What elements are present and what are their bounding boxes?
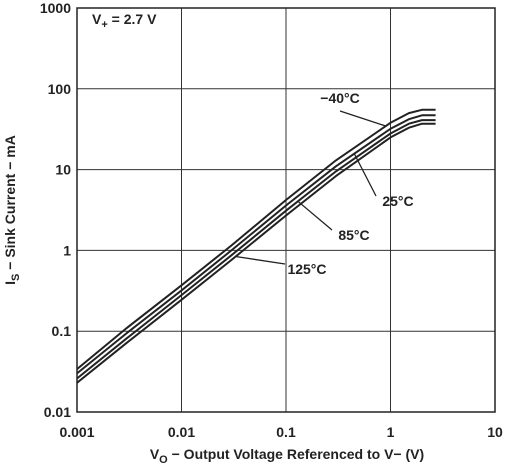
series-label-leaders [235,110,386,265]
y-tick-label: 0.1 [52,323,72,339]
series-labels: −40°C 25°C 85°C 125°C [287,90,413,277]
y-tick-label: 1 [63,242,71,258]
series-group [76,108,436,384]
y-tick-label: 10 [55,162,71,178]
series-label-1: 25°C [382,193,413,209]
y-tick-label: 0.01 [44,404,71,420]
series-line-0 [76,108,436,370]
x-tick-labels: 0.001 0.01 0.1 1 10 [59,424,503,440]
y-axis-label: IS − Sink Current − mA [2,135,22,285]
series-line-1 [76,114,436,375]
series-label-0: −40°C [320,90,359,106]
y-tick-labels: 0.01 0.1 1 10 100 1000 [40,0,71,420]
series-line-2 [76,119,436,380]
x-axis-label: VO − Output Voltage Referenced to V− (V) [150,446,424,466]
plot-frame [76,7,496,413]
series-line-3 [76,122,436,384]
y-tick-label: 1000 [40,0,71,16]
x-tick-label: 10 [487,424,503,440]
x-tick-label: 0.01 [168,424,195,440]
series-leader-1 [353,153,377,197]
series-label-2: 85°C [338,227,369,243]
x-tick-label: 0.1 [276,424,296,440]
series-leader-0 [339,110,386,127]
supply-voltage-annotation: V+ = 2.7 V [92,11,157,31]
x-tick-label: 0.001 [59,424,94,440]
y-tick-label: 100 [48,81,72,97]
x-tick-label: 1 [387,424,395,440]
series-label-3: 125°C [287,261,326,277]
series-leader-3 [235,255,286,265]
series-leader-2 [297,200,333,231]
